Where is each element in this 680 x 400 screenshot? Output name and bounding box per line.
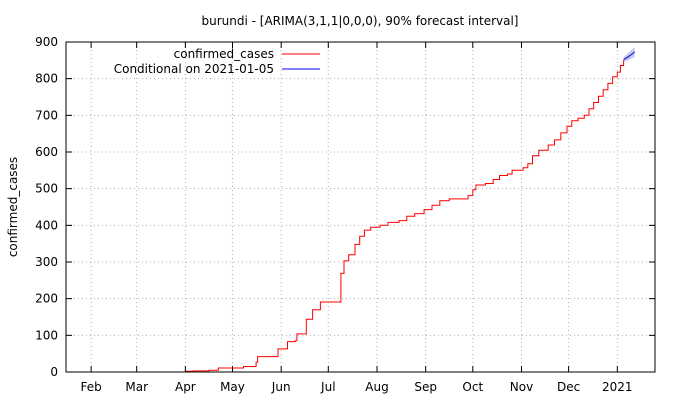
y-tick-label: 600 [35, 145, 58, 159]
legend-label-conditional: Conditional on 2021-01-05 [114, 62, 274, 76]
series-layer [183, 51, 635, 373]
plot-frame [65, 41, 656, 373]
y-tick-label: 200 [35, 292, 58, 306]
y-tick-label: 500 [35, 182, 58, 196]
x-tick-label: Dec [557, 380, 580, 394]
x-tick-label: Nov [510, 380, 533, 394]
y-tick-label: 800 [35, 72, 58, 86]
x-tick-label: Apr [175, 380, 196, 394]
interval-band-layer [623, 46, 635, 62]
legend-label-confirmed-cases: confirmed_cases [174, 47, 274, 61]
series-line-confirmed-cases [183, 60, 625, 373]
x-tick-label: 2021 [602, 380, 633, 394]
x-tick-label: Oct [462, 380, 483, 394]
x-tick-label: Jun [271, 380, 291, 394]
y-tick-label: 300 [35, 255, 58, 269]
y-tick-label: 0 [50, 365, 58, 379]
y-tick-label: 400 [35, 218, 58, 232]
x-tick-label: Sep [414, 380, 437, 394]
x-tick-label: Feb [81, 380, 102, 394]
series-line-forecast [623, 51, 635, 61]
x-tick-label: Aug [365, 380, 388, 394]
tick-layer: 0 100 200 300 400 500 600 700 800 900 Feb Mar Apr May… [35, 35, 655, 394]
x-tick-label: May [220, 380, 245, 394]
y-tick-label: 700 [35, 108, 58, 122]
legend: confirmed_cases Conditional on 2021-01-0… [114, 47, 320, 76]
y-tick-label: 100 [35, 328, 58, 342]
grid-layer [66, 42, 655, 372]
x-tick-label: Jul [320, 380, 335, 394]
chart-title: burundi - [ARIMA(3,1,1|0,0,0), 90% forec… [202, 14, 519, 28]
y-axis-label: confirmed_cases [6, 157, 20, 257]
y-tick-label: 900 [35, 35, 58, 49]
x-tick-label: Mar [125, 380, 148, 394]
forecast-interval-band [623, 46, 635, 62]
